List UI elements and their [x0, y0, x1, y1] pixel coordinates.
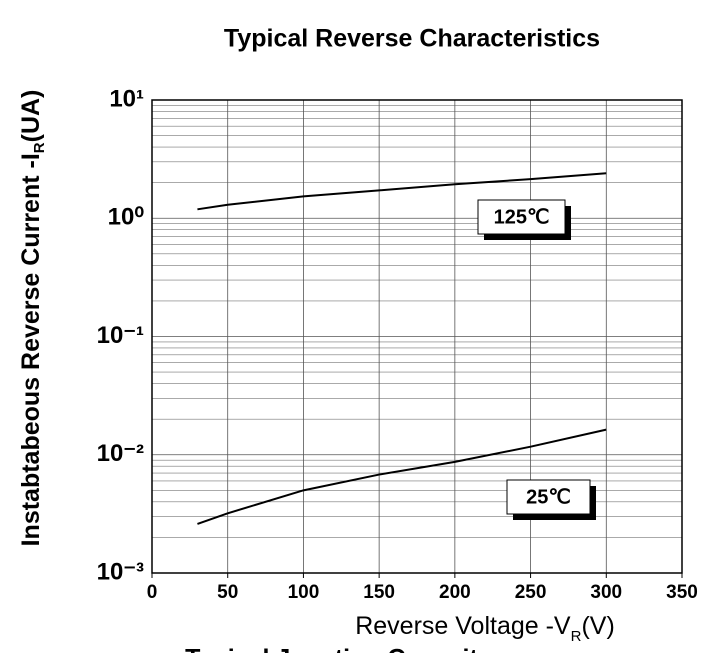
label-box: [477, 199, 566, 235]
y-tick-label: 10¹: [109, 85, 144, 112]
x-label-text: Reverse Voltage -V: [355, 612, 571, 640]
x-tick-label: 350: [666, 582, 698, 603]
legend-label: 25℃: [526, 486, 571, 508]
series-line: [197, 172, 607, 211]
y-tick-label: 10⁻²: [97, 440, 144, 467]
legend-label: 125℃: [494, 206, 550, 228]
y-tick-label: 10⁰: [108, 204, 145, 231]
plot-frame: [151, 99, 683, 574]
y-label-text: Instabtabeous Reverse Current -I: [17, 153, 45, 546]
y-label-sub: R: [31, 142, 48, 153]
x-tick-label: 200: [439, 582, 471, 603]
x-tick-label: 50: [217, 582, 238, 603]
next-title: Typical Junction Capacitance: [185, 645, 535, 653]
x-tick-label: 150: [363, 582, 395, 603]
label-box: [506, 479, 591, 515]
y-tick-label: 10⁻³: [97, 558, 144, 585]
chart-title: Typical Reverse Characteristics: [224, 25, 600, 53]
y-tick-label: 10⁻¹: [97, 322, 144, 349]
y-axis-label: Instabtabeous Reverse Current -IR(UA): [17, 90, 48, 547]
x-label-suffix: (V): [581, 612, 614, 640]
x-axis-label: Reverse Voltage -VR(V): [355, 612, 615, 645]
y-label-suffix: (UA): [17, 90, 45, 143]
x-tick-label: 100: [288, 582, 320, 603]
x-tick-label: 0: [147, 582, 158, 603]
x-label-sub: R: [571, 628, 582, 645]
x-tick-label: 250: [515, 582, 547, 603]
x-tick-label: 300: [590, 582, 622, 603]
series-line: [197, 428, 607, 525]
